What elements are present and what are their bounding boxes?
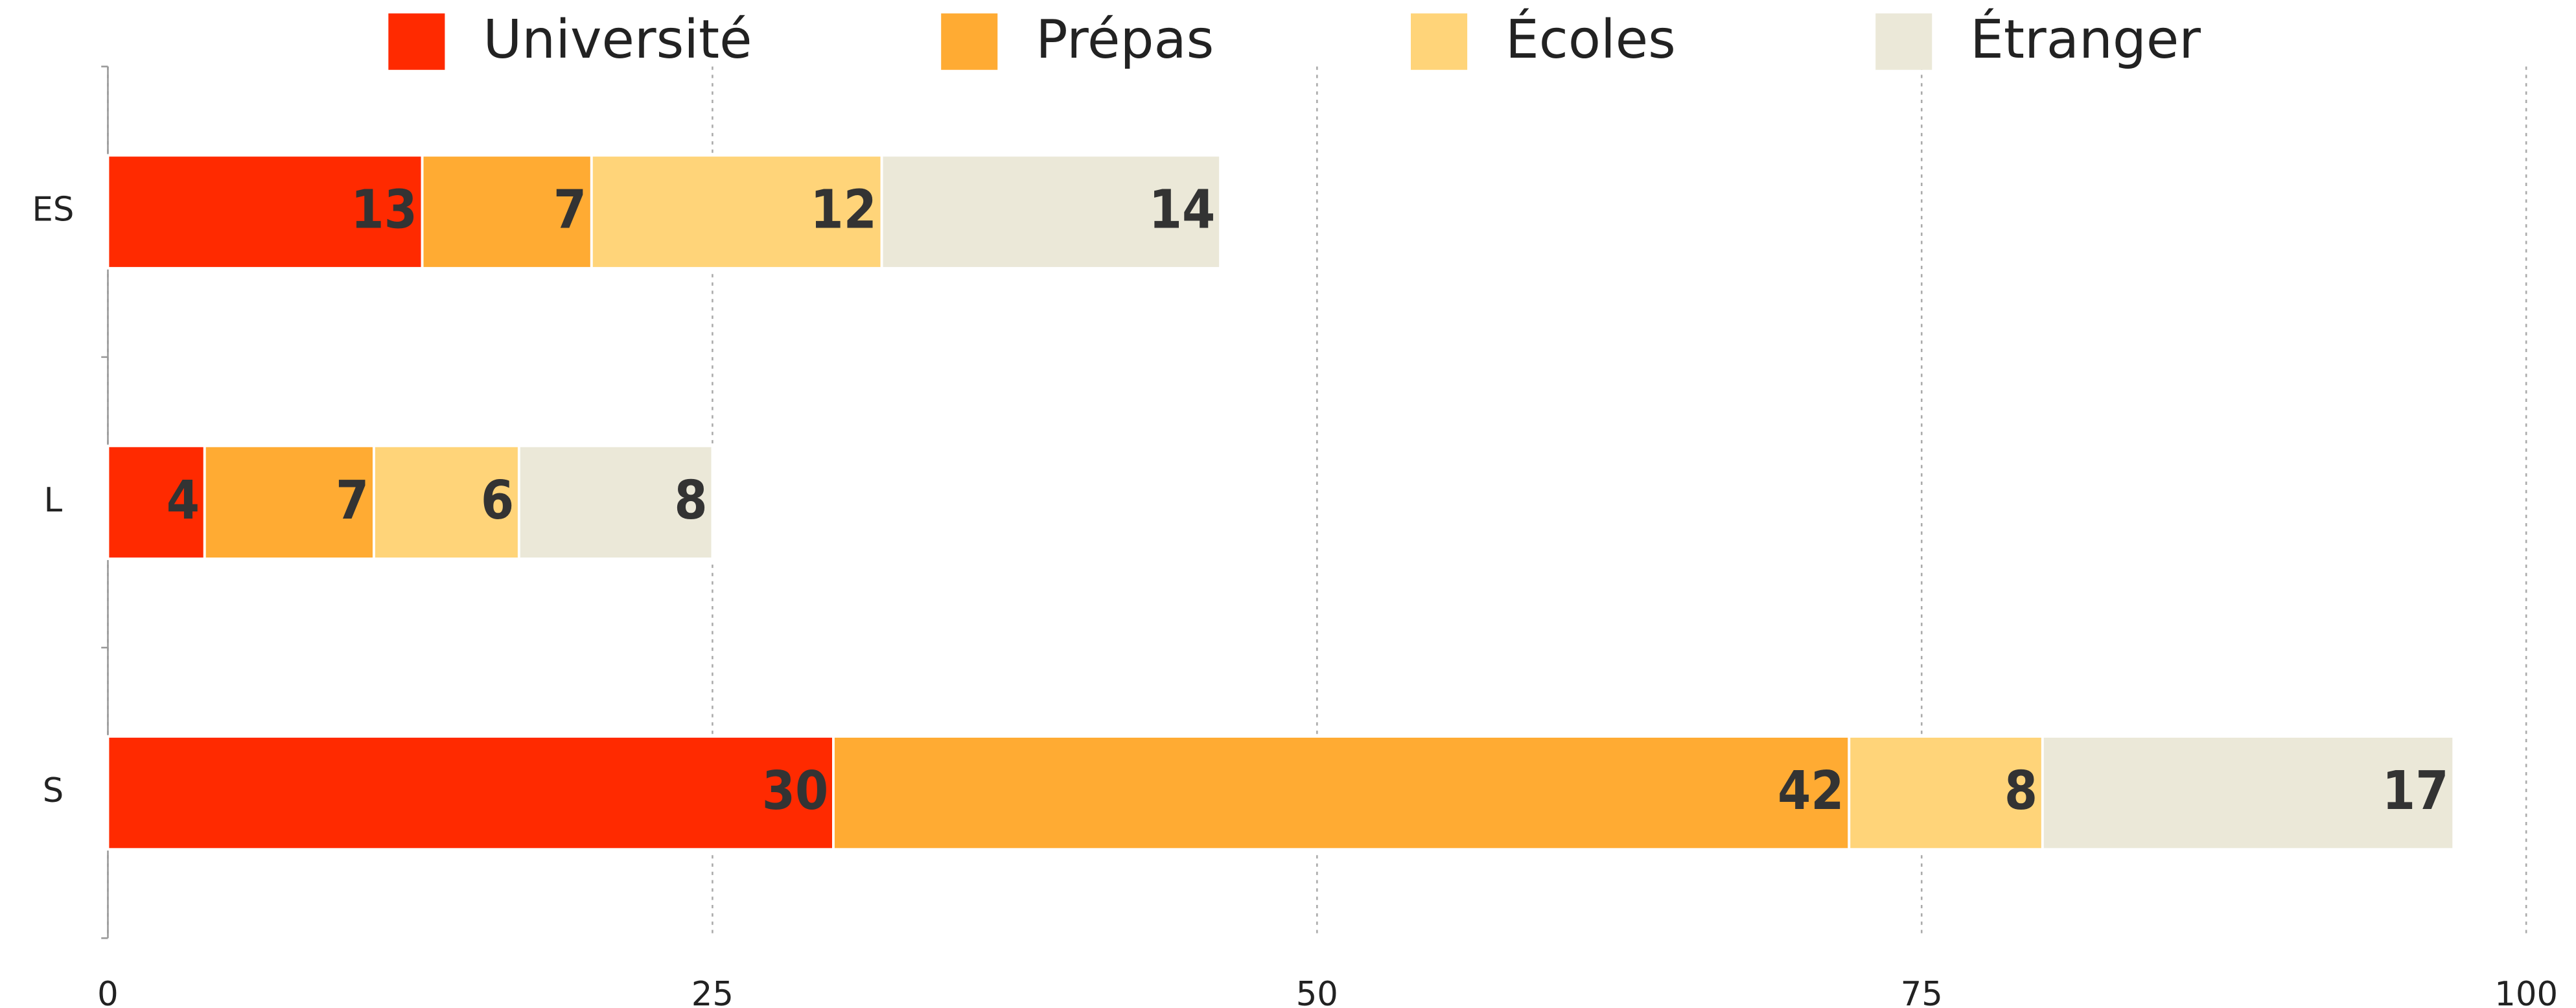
y-tick-label: S	[43, 771, 64, 810]
value-label: 8	[674, 470, 707, 532]
legend-label: Écoles	[1505, 8, 1676, 71]
bar-segment	[517, 444, 714, 560]
bar-segment	[832, 735, 1851, 851]
legend-label: Prépas	[1036, 9, 1214, 71]
x-tick-label: 100	[2494, 975, 2558, 1008]
bar-segment	[106, 154, 424, 270]
value-label: 42	[1778, 760, 1844, 822]
value-label: 14	[1149, 180, 1216, 241]
x-tick-label: 50	[1296, 975, 1338, 1008]
bar-segment	[590, 154, 883, 270]
bar-segment	[203, 444, 375, 560]
legend-label: Étranger	[1970, 8, 2201, 71]
legend-swatch	[388, 13, 445, 70]
bar-segment	[106, 735, 835, 851]
legend-swatch	[941, 13, 998, 70]
y-tick-label: L	[44, 481, 63, 520]
value-label: 8	[2004, 760, 2037, 822]
legend-label: Université	[483, 9, 752, 71]
x-tick-label: 0	[97, 975, 119, 1008]
bar-segment	[1848, 735, 2044, 851]
legend-swatch	[1411, 13, 1468, 70]
value-label: 7	[553, 180, 586, 241]
bar-segment	[2041, 735, 2455, 851]
value-label: 7	[336, 470, 369, 532]
bar-segment	[421, 154, 593, 270]
bar-segment	[106, 444, 206, 560]
y-tick-label: ES	[32, 191, 75, 229]
legend-swatch	[1875, 13, 1932, 70]
value-label: 4	[167, 470, 200, 532]
value-label: 17	[2382, 760, 2449, 822]
value-label: 30	[762, 760, 829, 822]
value-label: 12	[810, 180, 877, 241]
x-tick-label: 25	[691, 975, 734, 1008]
bar-segment	[880, 154, 1222, 270]
bar-segment	[373, 444, 520, 560]
value-label: 13	[351, 180, 417, 241]
value-label: 6	[481, 470, 514, 532]
x-tick-label: 75	[1901, 975, 1943, 1008]
